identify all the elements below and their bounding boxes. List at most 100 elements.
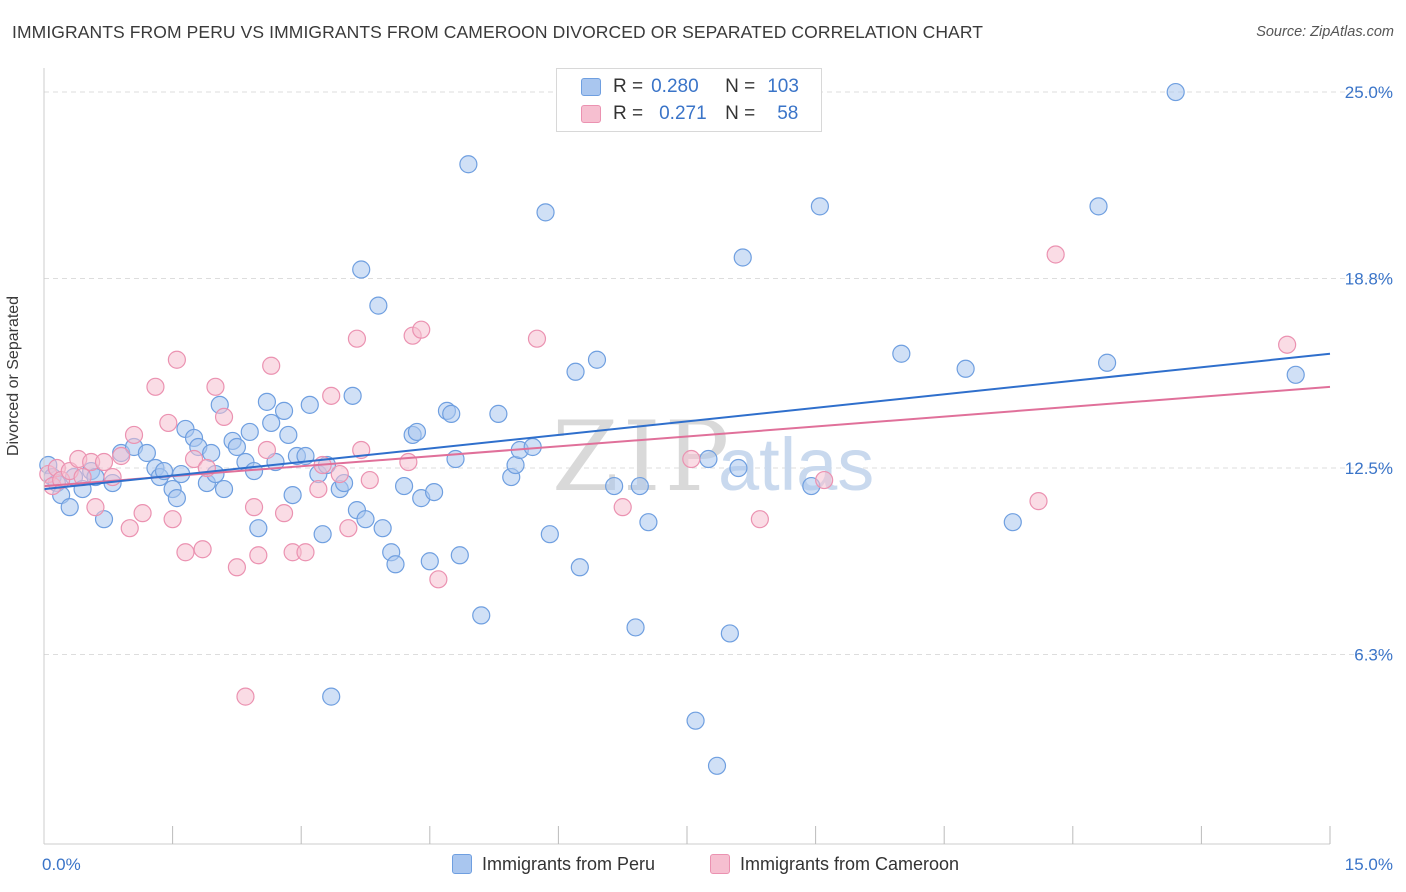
cameroon-point [360, 470, 379, 490]
bottom-legend-peru: Immigrants from Peru [452, 852, 655, 876]
peru-legend-icon [452, 854, 472, 874]
peru-point [352, 260, 371, 279]
peru-point [536, 203, 555, 222]
cameroon-point [244, 498, 264, 517]
peru-point [279, 425, 298, 445]
y-tick-label: 12.5% [1345, 459, 1393, 478]
legend-n-value-cameroon: 58 [777, 103, 799, 124]
legend-r-value-peru: 0.280 [651, 76, 699, 97]
legend-r-value-cameroon: 0.271 [659, 103, 707, 124]
cameroon-point [227, 558, 246, 577]
cameroon-point [206, 377, 225, 396]
axis-layer: 6.3% 12.5% 18.8% 25.0% 0.0% 15.0% [42, 68, 1393, 874]
cameroon-point [249, 546, 268, 565]
peru-point [707, 756, 727, 775]
peru-point [570, 558, 589, 577]
legend-n-label: N = [725, 76, 756, 97]
cameroon-point [163, 510, 182, 529]
peru-point [699, 449, 718, 469]
cameroon-legend-icon [710, 854, 730, 874]
y-tick-label: 18.8% [1345, 270, 1393, 289]
peru-point [1003, 513, 1022, 532]
peru-point [214, 479, 234, 499]
peru-point [394, 476, 414, 496]
peru-point [137, 443, 156, 463]
peru-point [356, 510, 375, 529]
peru-point [322, 687, 341, 706]
cameroon-point [1278, 335, 1297, 354]
peru-point [420, 552, 439, 571]
bottom-legend-peru-label: Immigrants from Peru [482, 853, 656, 874]
cameroon-point [236, 687, 255, 706]
cameroon-point [412, 320, 431, 339]
peru-point [450, 546, 469, 565]
cameroon-point [347, 329, 367, 348]
cameroon-point [339, 519, 358, 538]
cameroon-point [613, 498, 632, 517]
y-tick-label: 25.0% [1345, 83, 1393, 102]
x-tick-label: 0.0% [42, 855, 81, 874]
peru-point [892, 344, 911, 363]
peru-point [262, 413, 281, 433]
peru-point [472, 606, 491, 625]
peru-point [1089, 197, 1108, 216]
cameroon-point [257, 440, 277, 460]
peru-point [1166, 82, 1185, 102]
x-tick-label: 15.0% [1345, 855, 1393, 874]
cameroon-point [815, 470, 834, 490]
cameroon-point [214, 407, 234, 426]
peru-point [587, 350, 607, 369]
legend-n-label: N = [725, 103, 756, 124]
cameroon-point [750, 510, 769, 529]
peru-point [249, 519, 268, 538]
peru-point [300, 395, 319, 414]
cameroon-point [352, 440, 371, 460]
cameroon-point [309, 479, 328, 499]
peru-point [566, 362, 585, 381]
trend-layer [43, 352, 1331, 491]
cameroon-point [1029, 492, 1048, 511]
cameroon-point [146, 377, 165, 396]
peru-point [274, 401, 294, 420]
peru-point [240, 422, 259, 442]
peru-point [257, 392, 277, 411]
bottom-legend-cameroon: Immigrants from Cameroon [710, 852, 959, 876]
cameroon-point [193, 540, 212, 559]
peru-point [626, 618, 645, 637]
cameroon-point [120, 519, 139, 538]
legend-r-label: R = [613, 103, 644, 124]
cameroon-point [86, 498, 105, 517]
y-tick-label: 6.3% [1354, 646, 1393, 665]
legend-row-cameroon: R = 0.271 N = 58 [581, 102, 798, 126]
peru-swatch-icon [581, 78, 601, 96]
bottom-legend-cameroon-label: Immigrants from Cameroon [740, 853, 960, 874]
legend-r-label: R = [613, 76, 644, 97]
cameroon-point [94, 452, 114, 472]
cameroon-trend-line [43, 385, 1331, 488]
peru-point [227, 437, 246, 457]
source-label: Source: ZipAtlas.com [1256, 24, 1394, 40]
grid-layer [44, 91, 1392, 656]
peru-point [1097, 353, 1117, 372]
legend-row-peru: R = 0.280 N = 103 [581, 75, 799, 99]
correlation-legend: R = 0.280 N = 103 R = 0.271 N = 58 [556, 68, 822, 132]
cameroon-point [527, 329, 547, 348]
peru-point [733, 248, 752, 267]
peru-point [343, 386, 362, 405]
cameroon-point [322, 386, 341, 405]
cameroon-point [167, 350, 186, 369]
peru-point [720, 624, 739, 643]
cameroon-point [1046, 245, 1065, 264]
peru-point [810, 197, 829, 216]
cameroon-point [112, 446, 131, 466]
peru-point [639, 513, 658, 532]
cameroon-point [184, 449, 204, 469]
peru-point [489, 404, 508, 423]
y-axis-label: Divorced or Separated [5, 295, 22, 456]
cameroon-point [133, 504, 152, 523]
cameroon-point [296, 543, 315, 562]
peru-point [283, 486, 302, 505]
peru-point [202, 443, 221, 463]
cameroon-point [262, 356, 281, 375]
peru-point [459, 155, 478, 174]
